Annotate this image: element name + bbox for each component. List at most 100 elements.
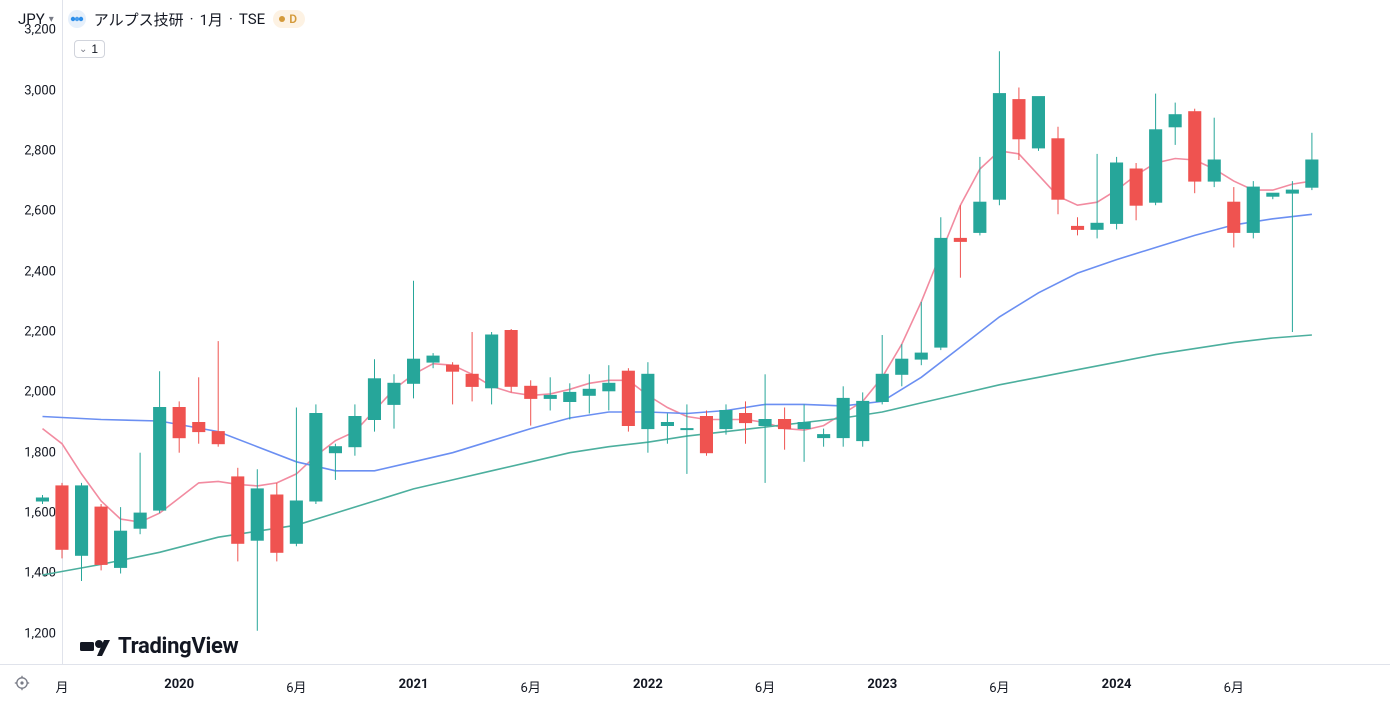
candle-body xyxy=(837,398,849,437)
candle-body xyxy=(642,374,654,428)
candle-body xyxy=(1169,115,1181,127)
candle-body xyxy=(681,429,693,430)
candle-body xyxy=(251,489,263,540)
candle-body xyxy=(798,423,810,429)
candle-body xyxy=(349,417,361,447)
candle-body xyxy=(1091,223,1103,229)
candle-body xyxy=(720,411,732,429)
candle-body xyxy=(447,365,459,371)
time-tick: 6月 xyxy=(989,677,1009,696)
dot-icon xyxy=(279,16,285,22)
tradingview-logo[interactable]: TradingView xyxy=(80,634,238,659)
time-tick: 2024 xyxy=(1102,677,1132,692)
candle-body xyxy=(466,374,478,386)
candle-body xyxy=(1130,169,1142,205)
candle-body xyxy=(368,379,380,420)
badge-letter: D xyxy=(289,12,297,26)
candle-body xyxy=(896,359,908,374)
exchange-label: TSE xyxy=(239,10,265,28)
price-tick: 1,800 xyxy=(24,445,56,460)
time-tick: 2021 xyxy=(399,677,429,692)
chevron-down-icon: ▾ xyxy=(49,14,54,25)
candle-body xyxy=(974,202,986,232)
candle-body xyxy=(36,498,48,501)
candle-body xyxy=(1267,193,1279,196)
candle-body xyxy=(1189,112,1201,181)
time-tick: 2020 xyxy=(164,677,194,692)
currency-label: JPY xyxy=(18,10,45,28)
candle-body xyxy=(1032,97,1044,148)
candle-body xyxy=(661,423,673,426)
candle-body xyxy=(857,401,869,440)
chart-title[interactable]: アルプス技研 · 1月 · TSE xyxy=(94,9,265,30)
price-tick: 2,800 xyxy=(24,143,56,158)
candle-body xyxy=(76,486,88,555)
candle-body xyxy=(1306,160,1318,187)
price-axis[interactable]: 1,2001,4001,6001,8002,0002,2002,4002,600… xyxy=(0,0,63,664)
price-tick: 2,000 xyxy=(24,385,56,400)
price-tick: 1,600 xyxy=(24,506,56,521)
indicator-collapse-button[interactable]: ⌄ 1 xyxy=(74,40,105,58)
axis-settings-icon[interactable] xyxy=(14,675,30,695)
candle-body xyxy=(1150,130,1162,202)
candle-body xyxy=(993,94,1005,200)
candle-body xyxy=(525,386,537,398)
candle-body xyxy=(193,423,205,432)
candle-body xyxy=(544,395,556,398)
candle-body xyxy=(740,414,752,423)
chart-plot[interactable] xyxy=(62,0,1390,664)
candle-body xyxy=(583,389,595,395)
candle-body xyxy=(388,383,400,404)
time-tick: 6月 xyxy=(521,677,541,696)
candle-body xyxy=(56,486,68,549)
time-tick: 月 xyxy=(55,677,68,696)
candle-body xyxy=(1111,163,1123,223)
collapse-count: 1 xyxy=(91,42,98,56)
candle-body xyxy=(779,420,791,429)
brand-text: TradingView xyxy=(118,634,238,659)
candle-body xyxy=(1052,139,1064,199)
currency-dropdown[interactable]: JPY ▾ xyxy=(12,8,60,30)
candle-body xyxy=(154,408,166,511)
candle-body xyxy=(115,531,127,567)
chevron-down-icon: ⌄ xyxy=(79,44,87,55)
candle-body xyxy=(290,501,302,543)
candle-body xyxy=(622,371,634,425)
time-tick: 2022 xyxy=(633,677,663,692)
tradingview-icon xyxy=(80,636,110,658)
candle-body xyxy=(915,353,927,359)
price-tick: 2,400 xyxy=(24,264,56,279)
time-tick: 6月 xyxy=(286,677,306,696)
candle-body xyxy=(505,331,517,387)
candle-body xyxy=(232,477,244,543)
time-axis[interactable]: 月20206月20216月20226月20236月20246月 xyxy=(0,664,1390,709)
candle-body xyxy=(271,495,283,552)
candle-body xyxy=(1228,202,1240,232)
price-tick: 2,200 xyxy=(24,325,56,340)
price-tick: 1,200 xyxy=(24,626,56,641)
candle-body xyxy=(1247,187,1259,232)
time-tick: 2023 xyxy=(867,677,897,692)
price-tick: 2,600 xyxy=(24,204,56,219)
candle-body xyxy=(212,432,224,444)
candle-body xyxy=(310,414,322,502)
candle-body xyxy=(173,408,185,438)
candle-body xyxy=(1072,226,1084,229)
symbol-name: アルプス技研 xyxy=(94,9,184,30)
time-tick: 6月 xyxy=(1224,677,1244,696)
candle-body xyxy=(95,507,107,564)
interval-label: 1月 xyxy=(200,9,223,30)
candle-body xyxy=(329,447,341,453)
candle-body xyxy=(134,513,146,528)
candle-body xyxy=(1286,190,1298,193)
candle-body xyxy=(700,417,712,453)
candle-body xyxy=(603,383,615,391)
delayed-badge[interactable]: D xyxy=(273,10,305,28)
candle-body xyxy=(1208,160,1220,181)
candle-body xyxy=(486,335,498,388)
candle-body xyxy=(935,238,947,347)
symbol-logo-icon xyxy=(68,10,86,28)
candle-body xyxy=(408,359,420,383)
candle-body xyxy=(954,238,966,241)
ma-mid xyxy=(43,214,1312,471)
